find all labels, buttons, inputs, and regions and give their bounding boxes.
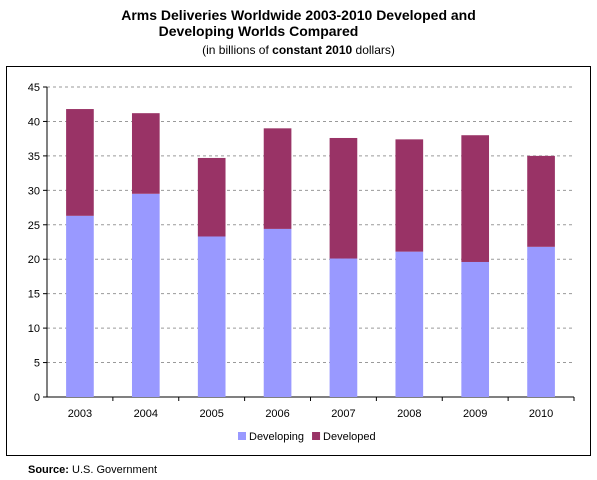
x-tick-label: 2009 — [463, 408, 487, 420]
bar-developed-2005 — [197, 157, 226, 237]
bar-developing-2009 — [461, 261, 490, 397]
subtitle-prefix: (in billions of — [202, 43, 273, 57]
x-tick-label: 2007 — [331, 408, 355, 420]
y-tick-label: 20 — [28, 254, 40, 266]
legend-swatch-developed — [312, 432, 321, 440]
bar-developed-2009 — [461, 135, 490, 262]
y-tick-label: 30 — [28, 185, 40, 197]
source-text: U.S. Government — [68, 464, 158, 476]
y-tick-label: 15 — [28, 289, 40, 301]
x-tick-label: 2005 — [199, 408, 223, 420]
y-tick-label: 0 — [34, 392, 40, 404]
legend-swatch-developing — [238, 432, 246, 440]
subtitle-suffix: dollars) — [352, 43, 395, 57]
y-tick-label: 45 — [28, 82, 40, 94]
bar-developed-2008 — [395, 139, 424, 252]
source-label: Source: — [28, 464, 69, 476]
y-tick-label: 25 — [28, 220, 40, 232]
y-tick-label: 40 — [28, 116, 40, 128]
y-tick-label: 10 — [28, 323, 40, 335]
legend-label-developed: Developed — [323, 431, 376, 443]
bar-developing-2008 — [395, 251, 424, 397]
chart-title-line-1: Arms Deliveries Worldwide 2003-2010 Deve… — [121, 7, 476, 23]
y-tick-label: 5 — [34, 358, 40, 370]
source-note: Source: U.S. Government — [28, 464, 157, 476]
bar-developing-2010 — [527, 246, 555, 397]
bar-developed-2006 — [263, 128, 292, 229]
bar-developed-2010 — [527, 155, 555, 247]
x-tick-label: 2008 — [397, 408, 421, 420]
bar-developing-2004 — [131, 193, 160, 397]
chart-frame — [6, 66, 591, 456]
legend-label-developing: Developing — [249, 431, 304, 443]
chart-title-line-2: Developing Worlds Compared — [158, 23, 359, 39]
bar-developed-2003 — [66, 109, 94, 216]
y-tick-label: 35 — [28, 151, 40, 163]
bar-developed-2007 — [329, 137, 358, 259]
bar-developing-2003 — [66, 215, 94, 397]
bar-developed-2004 — [131, 113, 160, 194]
x-tick-label: 2010 — [529, 408, 553, 420]
x-tick-label: 2004 — [134, 408, 158, 420]
subtitle-bold: constant 2010 — [272, 43, 353, 57]
bar-developing-2005 — [197, 236, 226, 397]
bar-developing-2007 — [329, 258, 358, 397]
x-tick-label: 2003 — [68, 408, 92, 420]
chart-subtitle: (in billions of constant 2010 dollars) — [0, 43, 597, 57]
x-tick-label: 2006 — [265, 408, 289, 420]
bar-developing-2006 — [263, 228, 292, 397]
